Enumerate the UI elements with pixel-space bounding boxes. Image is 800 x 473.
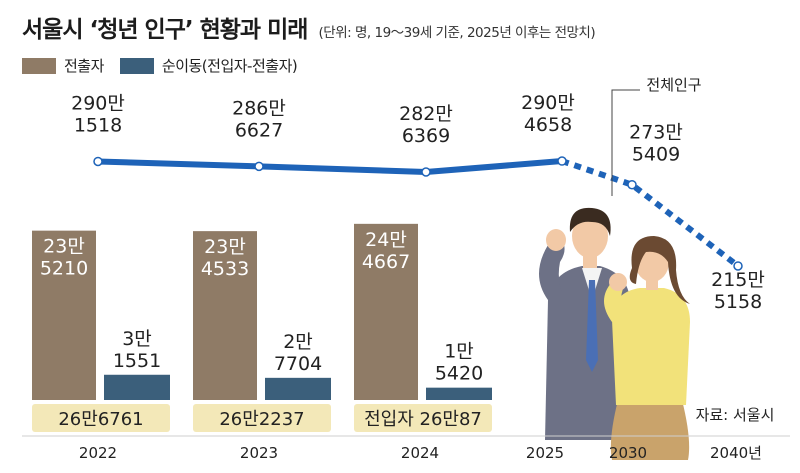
net-migration-label-2-a: 1만 (444, 341, 474, 363)
net-migration-label-1-b: 7704 (274, 353, 322, 375)
population-point-2 (421, 167, 431, 177)
year-tick-4: 2030 (609, 444, 647, 462)
chart-header: 서울시 ‘청년 인구’ 현황과 미래 (단위: 명, 19～39세 기준, 20… (22, 10, 596, 44)
legend-label-outflow: 전출자 (64, 57, 104, 75)
woman-figure (604, 236, 690, 460)
population-label-4-b: 5409 (632, 144, 680, 166)
net-migration-label-2-b: 5420 (435, 363, 483, 385)
outflow-label-1-b: 4533 (201, 258, 249, 280)
population-label-1-a: 286만 (232, 97, 286, 119)
population-series-label: 전체인구 (646, 76, 701, 94)
outflow-bar-1 (193, 231, 257, 400)
outflow-label-2-a: 24만 (365, 229, 407, 251)
population-point-4 (627, 179, 637, 190)
population-line-projected (561, 158, 740, 269)
source-note: 자료: 서울시 (696, 406, 775, 424)
outflow-label-0-b: 5210 (40, 258, 88, 280)
young-man-and-woman-figures (539, 207, 690, 460)
chart-subtitle: (단위: 명, 19～39세 기준, 2025년 이후는 전망치) (318, 25, 596, 41)
population-label-3-b: 4658 (524, 114, 572, 136)
outflow-label-0-a: 23만 (43, 236, 85, 258)
net-migration-bar-1 (265, 377, 331, 400)
outflow-label-1-a: 23만 (204, 236, 246, 258)
labels-layer: 23만521023만453324만46673만15512만77041만54202… (40, 92, 765, 462)
year-tick-1: 2023 (240, 444, 278, 462)
inflow-label-2: 전입자 26만87 (364, 409, 482, 430)
bars-layer (22, 223, 790, 437)
population-label-3-a: 290만 (521, 92, 575, 114)
inflow-box-0 (32, 404, 170, 432)
legend: 전출자 순이동(전입자-전출자) (22, 55, 313, 76)
net-migration-label-0-a: 3만 (122, 328, 152, 350)
population-label-5-b: 5158 (714, 291, 762, 313)
net-migration-bar-0 (104, 374, 170, 400)
population-label-0-b: 1518 (74, 114, 122, 136)
outflow-bar-2 (354, 223, 418, 400)
outflow-label-2-b: 4667 (362, 251, 410, 273)
legend-swatch-net (119, 57, 154, 74)
population-point-0 (93, 156, 103, 167)
chart-title: 서울시 ‘청년 인구’ 현황과 미래 (22, 17, 308, 43)
net-migration-label-1-a: 2만 (283, 331, 313, 353)
population-point-1 (254, 161, 264, 172)
inflow-label-0: 26만6761 (58, 409, 143, 430)
population-label-0-a: 290만 (71, 92, 125, 114)
legend-swatch-outflow (22, 57, 56, 74)
population-label-1-b: 6627 (235, 119, 283, 141)
population-label-4-a: 273만 (629, 122, 683, 144)
legend-item-outflow: 전출자 (22, 55, 104, 76)
net-migration-bar-2 (426, 387, 492, 400)
population-point-5 (733, 261, 743, 271)
inflow-label-1: 26만2237 (219, 409, 304, 430)
population-label-2-a: 282만 (399, 103, 453, 125)
inflow-box-1 (193, 404, 331, 432)
population-label-2-b: 6369 (402, 125, 450, 147)
year-tick-2: 2024 (401, 444, 439, 462)
outflow-bar-0 (32, 230, 96, 400)
net-migration-label-0-b: 1551 (113, 350, 161, 372)
inflow-box-2 (354, 404, 492, 432)
legend-label-net: 순이동(전입자-전출자) (161, 57, 298, 75)
population-point-3 (557, 156, 567, 166)
legend-item-net: 순이동(전입자-전출자) (119, 55, 298, 76)
population-line-actual (97, 158, 563, 175)
population-line-layer (93, 156, 743, 271)
population-label-5-a: 215만 (711, 269, 765, 291)
year-tick-3: 2025 (526, 444, 564, 462)
year-tick-0: 2022 (79, 444, 117, 462)
year-tick-5: 2040년 (710, 444, 762, 462)
population-series-leader (611, 89, 640, 196)
